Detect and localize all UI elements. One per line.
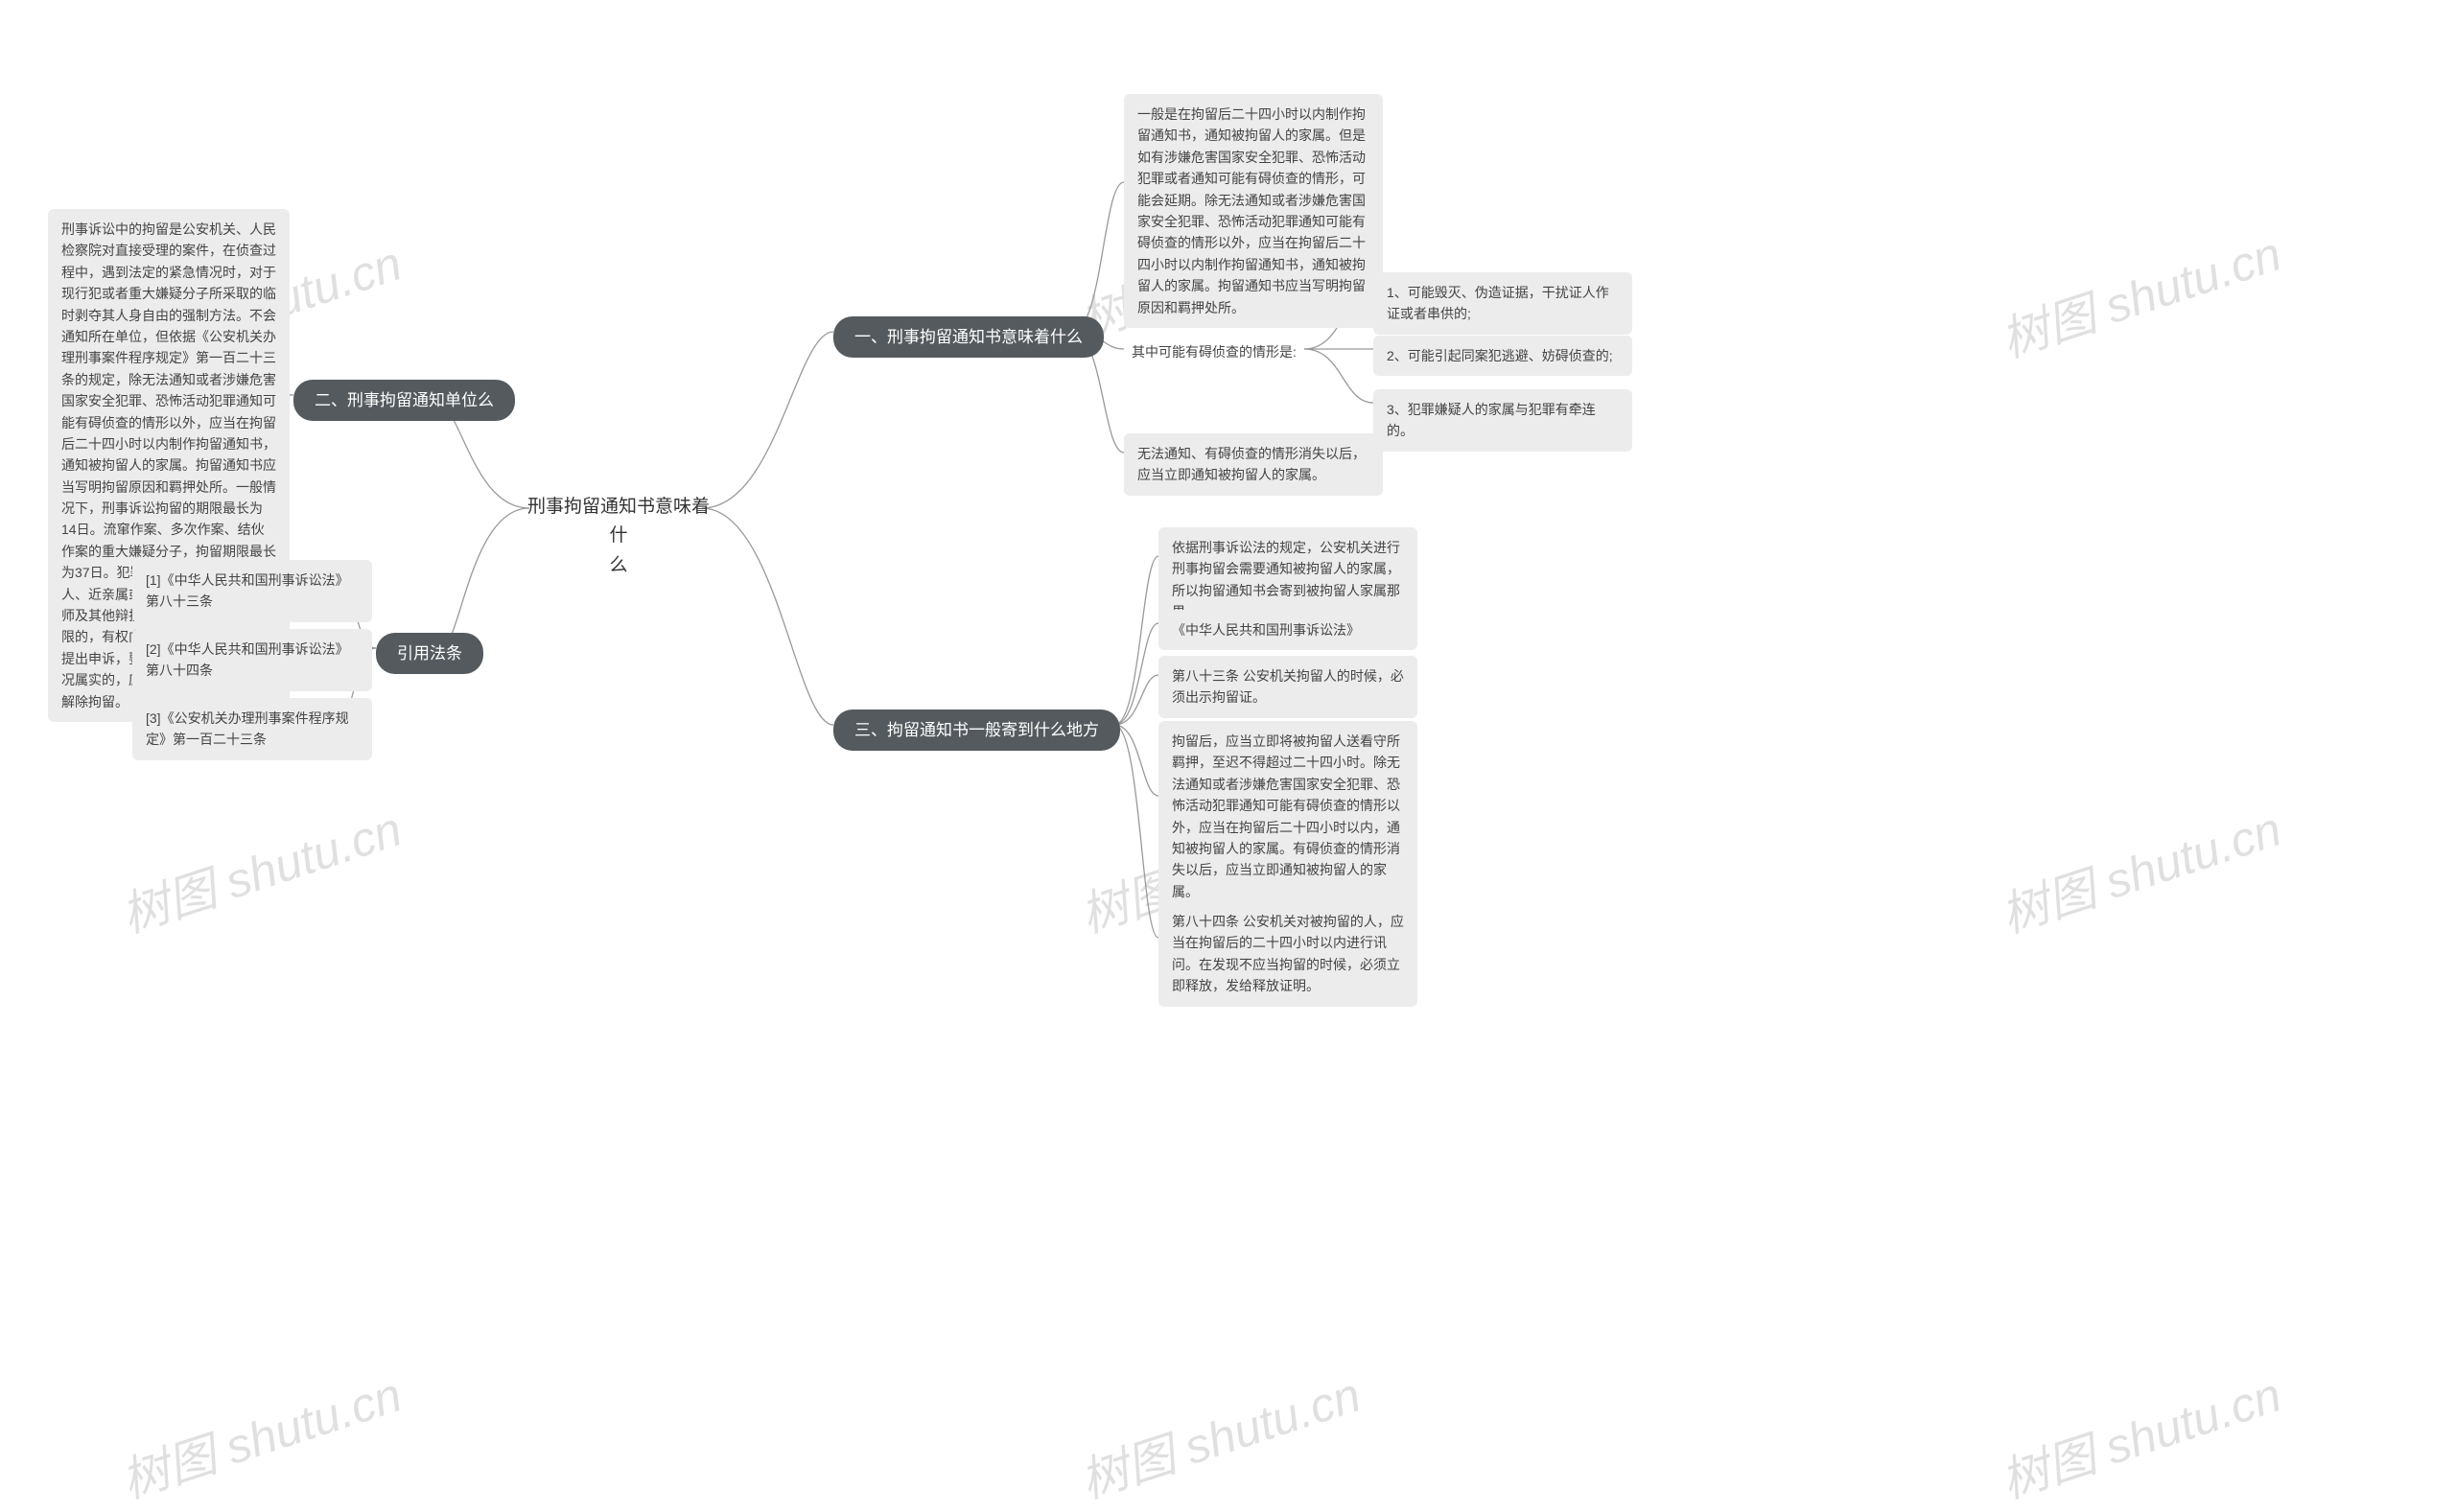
branch-1-sub-b-2-text: 2、可能引起同案犯逃避、妨碍侦查的;: [1387, 348, 1613, 363]
branch-3-leaf-d-text: 拘留后，应当立即将被拘留人送看守所羁押，至迟不得超过二十四小时。除无法通知或者涉…: [1172, 733, 1400, 899]
branch-1-sub-b-2[interactable]: 2、可能引起同案犯逃避、妨碍侦查的;: [1373, 336, 1632, 376]
watermark: 树图 shutu.cn: [1991, 1357, 2288, 1512]
branch-1-leaf-c[interactable]: 无法通知、有碍侦查的情形消失以后，应当立即通知被拘留人的家属。: [1124, 433, 1383, 496]
branch-3-leaf-b-text: 《中华人民共和国刑事诉讼法》: [1172, 622, 1360, 638]
center-node[interactable]: 刑事拘留通知书意味着什 么: [508, 485, 729, 588]
branch-1-leaf-a[interactable]: 一般是在拘留后二十四小时以内制作拘留通知书，通知被拘留人的家属。但是如有涉嫌危害…: [1124, 94, 1383, 328]
branch-1[interactable]: 一、刑事拘留通知书意味着什么: [833, 316, 1104, 358]
watermark: 树图 shutu.cn: [1991, 216, 2288, 371]
branch-1-sub-b-text: 其中可能有碍侦查的情形是:: [1132, 344, 1297, 360]
branch-1-leaf-c-text: 无法通知、有碍侦查的情形消失以后，应当立即通知被拘留人的家属。: [1137, 446, 1366, 482]
branch-1-sub-b-3[interactable]: 3、犯罪嫌疑人的家属与犯罪有牵连的。: [1373, 389, 1632, 452]
watermark: 树图 shutu.cn: [111, 791, 409, 946]
branch-1-sub-b-1-text: 1、可能毁灭、伪造证据，干扰证人作证或者串供的;: [1387, 285, 1609, 321]
branch-3-leaf-c-text: 第八十三条 公安机关拘留人的时候，必须出示拘留证。: [1172, 668, 1404, 705]
branch-1-sub-b[interactable]: 其中可能有碍侦查的情形是:: [1124, 337, 1304, 366]
branch-3-leaf-e-text: 第八十四条 公安机关对被拘留的人，应当在拘留后的二十四小时以内进行讯问。在发现不…: [1172, 914, 1404, 993]
center-text-l2: 么: [609, 555, 627, 575]
branch-3-leaf-e[interactable]: 第八十四条 公安机关对被拘留的人，应当在拘留后的二十四小时以内进行讯问。在发现不…: [1158, 901, 1417, 1007]
branch-3-leaf-c[interactable]: 第八十三条 公安机关拘留人的时候，必须出示拘留证。: [1158, 656, 1417, 718]
branch-3-leaf-b[interactable]: 《中华人民共和国刑事诉讼法》: [1158, 610, 1417, 650]
branch-4-leaf-c-text: [3]《公安机关办理刑事案件程序规定》第一百二十三条: [146, 710, 349, 747]
watermark: 树图 shutu.cn: [1991, 791, 2288, 946]
branch-3-leaf-d[interactable]: 拘留后，应当立即将被拘留人送看守所羁押，至迟不得超过二十四小时。除无法通知或者涉…: [1158, 721, 1417, 912]
watermark: 树图 shutu.cn: [111, 1357, 409, 1512]
branch-4[interactable]: 引用法条: [376, 633, 483, 674]
branch-3-leaf-a-text: 依据刑事诉讼法的规定，公安机关进行刑事拘留会需要通知被拘留人的家属，所以拘留通知…: [1172, 540, 1400, 619]
branch-3-label: 三、拘留通知书一般寄到什么地方: [854, 721, 1099, 739]
branch-1-sub-b-1[interactable]: 1、可能毁灭、伪造证据，干扰证人作证或者串供的;: [1373, 272, 1632, 335]
watermark: 树图 shutu.cn: [1070, 1357, 1368, 1512]
branch-4-leaf-c[interactable]: [3]《公安机关办理刑事案件程序规定》第一百二十三条: [132, 698, 372, 760]
branch-1-sub-b-3-text: 3、犯罪嫌疑人的家属与犯罪有牵连的。: [1387, 402, 1596, 438]
branch-4-leaf-a[interactable]: [1]《中华人民共和国刑事诉讼法》第八十三条: [132, 560, 372, 622]
branch-4-label: 引用法条: [397, 644, 462, 663]
branch-4-leaf-b-text: [2]《中华人民共和国刑事诉讼法》第八十四条: [146, 641, 349, 678]
branch-2[interactable]: 二、刑事拘留通知单位么: [293, 380, 515, 421]
branch-3[interactable]: 三、拘留通知书一般寄到什么地方: [833, 709, 1120, 751]
center-text-l1: 刑事拘留通知书意味着什: [527, 497, 710, 546]
branch-2-label: 二、刑事拘留通知单位么: [315, 391, 494, 409]
branch-4-leaf-b[interactable]: [2]《中华人民共和国刑事诉讼法》第八十四条: [132, 629, 372, 691]
branch-4-leaf-a-text: [1]《中华人民共和国刑事诉讼法》第八十三条: [146, 572, 349, 609]
branch-1-label: 一、刑事拘留通知书意味着什么: [854, 328, 1083, 346]
branch-1-leaf-a-text: 一般是在拘留后二十四小时以内制作拘留通知书，通知被拘留人的家属。但是如有涉嫌危害…: [1137, 106, 1366, 315]
